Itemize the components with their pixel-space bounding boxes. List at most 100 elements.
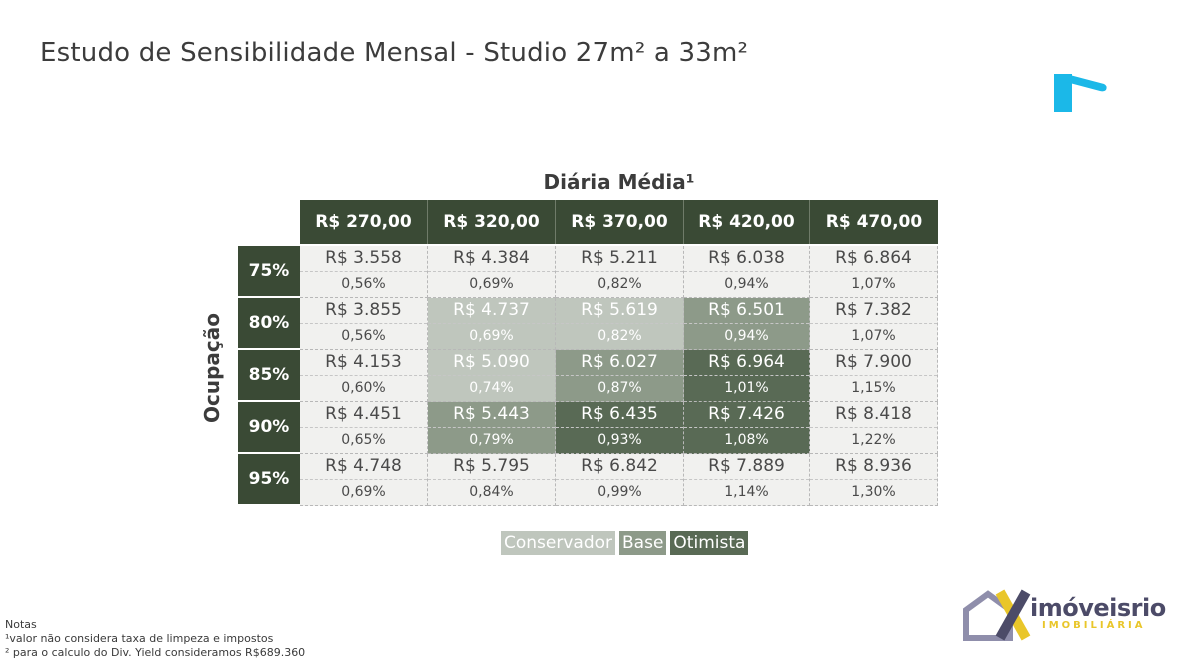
monthly-revenue: R$ 7.889 <box>684 454 809 480</box>
column-axis-title: Diária Média¹ <box>543 170 695 194</box>
column-header: R$ 420,00 <box>684 200 810 244</box>
table-cell: R$ 4.748 0,69% <box>300 454 428 506</box>
monthly-revenue: R$ 4.384 <box>428 246 555 272</box>
notes: Notas ¹valor não considera taxa de limpe… <box>5 618 305 660</box>
table-cell: R$ 8.418 1,22% <box>810 402 938 454</box>
monthly-revenue: R$ 6.842 <box>556 454 683 480</box>
table-row: R$ 3.855 0,56% R$ 4.737 0,69% R$ 5.619 0,82% R… <box>300 298 938 350</box>
occupancy-label: 90% <box>238 402 300 452</box>
table-row: R$ 4.153 0,60% R$ 5.090 0,74% R$ 6.027 0,87% R… <box>300 350 938 402</box>
dividend-yield: 1,08% <box>724 432 769 449</box>
monthly-revenue: R$ 6.038 <box>684 246 809 272</box>
table-cell: R$ 6.435 0,93% <box>556 402 684 454</box>
row-axis-title: Ocupação <box>200 313 224 423</box>
note-2: ² para o calculo do Div. Yield considera… <box>5 646 306 659</box>
table-cell: R$ 5.211 0,82% <box>556 246 684 298</box>
monthly-revenue: R$ 6.964 <box>684 350 809 376</box>
monthly-revenue: R$ 5.619 <box>556 298 683 324</box>
monthly-revenue: R$ 6.435 <box>556 402 683 428</box>
legend: Conservador Base Otimista <box>501 531 749 555</box>
legend-item: Conservador <box>501 531 616 555</box>
dividend-yield: 0,94% <box>724 328 769 345</box>
monthly-revenue: R$ 4.748 <box>300 454 427 480</box>
dividend-yield: 1,15% <box>851 380 896 397</box>
table-row: R$ 3.558 0,56% R$ 4.384 0,69% R$ 5.211 0,82% R… <box>300 246 938 298</box>
table-cell: R$ 7.382 1,07% <box>810 298 938 350</box>
monthly-revenue: R$ 6.501 <box>684 298 809 324</box>
occupancy-label: 80% <box>238 298 300 348</box>
door-hanger-icon <box>1054 62 1107 112</box>
dividend-yield: 0,60% <box>341 380 386 397</box>
table-row: R$ 4.748 0,69% R$ 5.795 0,84% R$ 6.842 0,99% R… <box>300 454 938 506</box>
table-cell: R$ 4.384 0,69% <box>428 246 556 298</box>
column-header: R$ 270,00 <box>300 200 428 244</box>
note-1: ¹valor não considera taxa de limpeza e i… <box>5 632 274 645</box>
legend-item: Base <box>619 531 667 555</box>
monthly-revenue: R$ 8.418 <box>810 402 937 428</box>
table-cell: R$ 5.795 0,84% <box>428 454 556 506</box>
occupancy-label: 95% <box>238 454 300 504</box>
table-cell: R$ 7.900 1,15% <box>810 350 938 402</box>
monthly-revenue: R$ 4.153 <box>300 350 427 376</box>
dividend-yield: 0,93% <box>597 432 642 449</box>
table-cell: R$ 3.855 0,56% <box>300 298 428 350</box>
monthly-revenue: R$ 7.426 <box>684 402 809 428</box>
dividend-yield: 0,99% <box>597 484 642 501</box>
dividend-yield: 1,14% <box>724 484 769 501</box>
table-cell: R$ 6.038 0,94% <box>684 246 810 298</box>
dividend-yield: 0,69% <box>469 276 514 293</box>
page-title: Estudo de Sensibilidade Mensal - Studio … <box>40 38 749 68</box>
dividend-yield: 0,94% <box>724 276 769 293</box>
monthly-revenue: R$ 5.211 <box>556 246 683 272</box>
table-cell: R$ 4.153 0,60% <box>300 350 428 402</box>
table-cell: R$ 6.964 1,01% <box>684 350 810 402</box>
monthly-revenue: R$ 8.936 <box>810 454 937 480</box>
monthly-revenue: R$ 5.443 <box>428 402 555 428</box>
occupancy-label: 75% <box>238 246 300 296</box>
table-cell: R$ 6.842 0,99% <box>556 454 684 506</box>
dividend-yield: 0,82% <box>597 276 642 293</box>
monthly-revenue: R$ 4.737 <box>428 298 555 324</box>
header-row: R$ 270,00 R$ 320,00 R$ 370,00 R$ 420,00 R$ 4… <box>300 200 938 244</box>
brand-logo-icon <box>963 589 1031 641</box>
sensitivity-grid: R$ 3.558 0,56% R$ 4.384 0,69% R$ 5.211 0,82% R… <box>300 246 938 506</box>
dividend-yield: 0,69% <box>341 484 386 501</box>
brand-subtitle: IMOBILIÁRIA <box>1042 620 1146 631</box>
dividend-yield: 0,69% <box>469 328 514 345</box>
dividend-yield: 1,07% <box>851 328 896 345</box>
dividend-yield: 1,30% <box>851 484 896 501</box>
table-cell: R$ 4.451 0,65% <box>300 402 428 454</box>
monthly-revenue: R$ 6.864 <box>810 246 937 272</box>
dividend-yield: 0,84% <box>469 484 514 501</box>
table-cell: R$ 6.501 0,94% <box>684 298 810 350</box>
occupancy-column: 75% 80% 85% 90% 95% <box>238 246 300 506</box>
notes-heading: Notas <box>5 618 37 631</box>
column-header: R$ 370,00 <box>556 200 684 244</box>
monthly-revenue: R$ 3.855 <box>300 298 427 324</box>
dividend-yield: 0,82% <box>597 328 642 345</box>
table-row: R$ 4.451 0,65% R$ 5.443 0,79% R$ 6.435 0,93% R… <box>300 402 938 454</box>
column-header: R$ 320,00 <box>428 200 556 244</box>
dividend-yield: 1,22% <box>851 432 896 449</box>
table-cell: R$ 3.558 0,56% <box>300 246 428 298</box>
dividend-yield: 0,87% <box>597 380 642 397</box>
dividend-yield: 1,01% <box>724 380 769 397</box>
table-cell: R$ 4.737 0,69% <box>428 298 556 350</box>
dividend-yield: 1,07% <box>851 276 896 293</box>
brand-name: imóveisrio <box>1030 594 1166 622</box>
table-cell: R$ 6.864 1,07% <box>810 246 938 298</box>
monthly-revenue: R$ 5.795 <box>428 454 555 480</box>
monthly-revenue: R$ 7.900 <box>810 350 937 376</box>
monthly-revenue: R$ 7.382 <box>810 298 937 324</box>
dividend-yield: 0,79% <box>469 432 514 449</box>
legend-item: Otimista <box>670 531 749 555</box>
column-header: R$ 470,00 <box>825 212 923 232</box>
dividend-yield: 0,56% <box>341 276 386 293</box>
occupancy-label: 85% <box>238 350 300 400</box>
monthly-revenue: R$ 3.558 <box>300 246 427 272</box>
table-cell: R$ 6.027 0,87% <box>556 350 684 402</box>
monthly-revenue: R$ 4.451 <box>300 402 427 428</box>
table-cell: R$ 7.889 1,14% <box>684 454 810 506</box>
dividend-yield: 0,56% <box>341 328 386 345</box>
monthly-revenue: R$ 5.090 <box>428 350 555 376</box>
